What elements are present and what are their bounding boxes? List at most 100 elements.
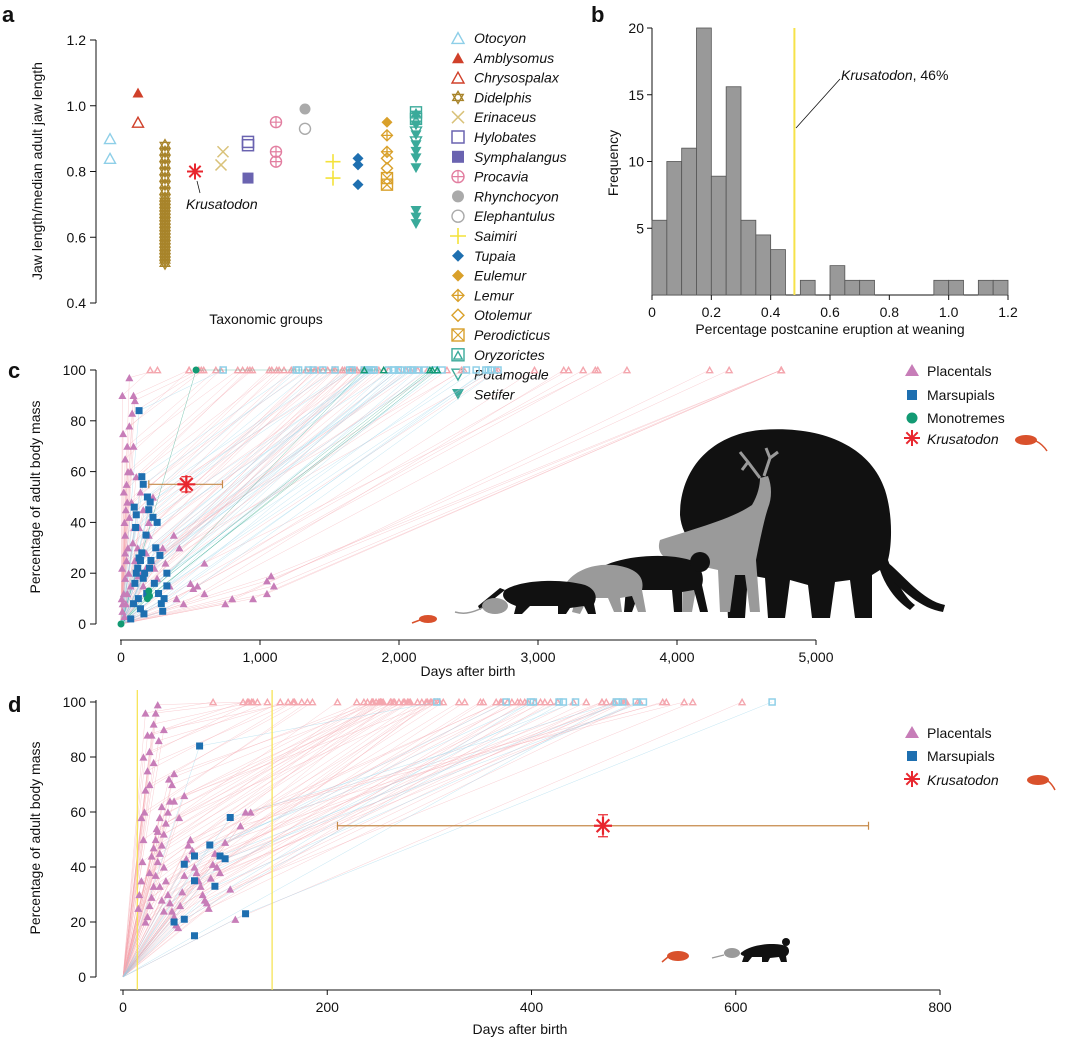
- panelC-placental-point: [172, 595, 181, 603]
- panelC-marsupial-point: [134, 595, 142, 603]
- panelD-growth-line: [225, 701, 644, 859]
- panelC-adult-point-shape: [494, 366, 502, 374]
- panelC-growth-line: [166, 369, 477, 574]
- legend-a-otocyon-marker-shape: [450, 31, 466, 45]
- panel-a-point-setifer-shape: [410, 153, 422, 164]
- panelC-growth-line: [134, 369, 375, 584]
- panelD-adult-point: [555, 698, 563, 706]
- panelD-placental-point: [176, 901, 185, 910]
- panelC-placental-point: [193, 582, 202, 590]
- panelD-growth-line: [169, 701, 497, 903]
- panelC-monotreme-point: [117, 620, 125, 628]
- panelC-growth-line: [127, 369, 217, 447]
- panelD-adult-point-shape: [639, 698, 648, 706]
- panelC-placental-point: [124, 569, 133, 577]
- panelD-adult-point: [421, 697, 431, 706]
- panelD-growth-line: [122, 864, 185, 978]
- panelD-adult-point-shape: [247, 697, 256, 706]
- panelD-placental-point: [208, 860, 217, 868]
- legend-a-otolemur-marker: [451, 308, 465, 323]
- panelC-placental-point: [120, 612, 129, 620]
- panelC-marsupial-point: [127, 615, 135, 623]
- panelD-adult-point: [679, 697, 689, 706]
- panelD-marsupial-point: [170, 918, 178, 926]
- panelD-growth-line: [245, 701, 667, 813]
- panel-a: a Jaw length/median adult jaw length Tax…: [2, 2, 567, 402]
- panelD-placental-point: [231, 915, 240, 923]
- panelC-growth-line: [159, 369, 435, 556]
- legend-a-symphalangus-marker-shape: [452, 150, 464, 163]
- panelD-growth-line: [122, 828, 157, 978]
- panel-a-point-lemur: [380, 145, 394, 159]
- panelD-adult-point: [526, 698, 535, 706]
- panel-b-bar: [770, 249, 786, 296]
- panel-d-xlabel: Days after birth: [473, 1021, 568, 1037]
- panel-b-bar: [977, 279, 994, 296]
- panelC-adult-point: [564, 365, 573, 374]
- panelC-adult-point-shape: [153, 365, 162, 374]
- panelD-growth-line: [184, 701, 564, 920]
- panelC-adult-point: [396, 366, 405, 374]
- panelD-growth-line: [122, 734, 148, 978]
- panelC-marsupial-point: [163, 582, 171, 590]
- panel-b-bar: [948, 279, 964, 296]
- panelD-growth-line: [159, 701, 444, 887]
- panel-b-xtick-label: 1.0: [939, 304, 959, 320]
- panelD-adult-point-shape: [413, 697, 422, 706]
- panelC-adult-point: [433, 365, 442, 374]
- panel-a-point-tupaia-shape: [352, 152, 364, 164]
- panel-a-point-otolemur-shape: [380, 151, 394, 165]
- panelD-adult-point-shape: [433, 698, 441, 706]
- panelD-placental-point: [186, 835, 195, 844]
- panelD-adult-point-shape: [308, 697, 317, 706]
- panelD-placental-point: [135, 890, 144, 899]
- panelC-xtick-label: 3,000: [520, 649, 555, 665]
- legend-a-didelphis-marker-shape: [451, 90, 465, 105]
- panel-a-point-hylobates-shape: [241, 138, 255, 152]
- legend-a-chrysospalax-marker: [450, 70, 466, 84]
- panelD-growth-line: [184, 701, 507, 865]
- panel-a-point-amblysomus: [132, 87, 144, 98]
- panelD-growth-line: [155, 701, 381, 840]
- legend-a-perodicticus-marker-shape-x: [451, 328, 465, 342]
- panelD-placental-point: [139, 835, 148, 844]
- panelC-growth-line: [129, 369, 204, 427]
- panelD-growth-line: [214, 701, 637, 887]
- panelC-placental-point: [144, 518, 153, 526]
- panelC-adult-point: [494, 366, 502, 374]
- panelD-placental-point: [145, 780, 154, 789]
- krusatodon-silhouette-icon: [411, 615, 437, 624]
- panelC-growth-line: [120, 377, 130, 625]
- panelC-marsupial-point: [160, 595, 168, 603]
- panelC-growth-line: [147, 369, 336, 498]
- panelD-marsupial-point: [221, 855, 229, 863]
- panelC-placental-point: [179, 600, 188, 608]
- panelD-placental-point: [141, 786, 150, 794]
- panel-a-point-otolemur-shape: [380, 161, 394, 175]
- panel-a-point-setifer-shape: [410, 140, 422, 151]
- panel-a-ytick-label: 0.6: [67, 229, 87, 245]
- panelC-placental-point: [169, 531, 178, 539]
- panelD-growth-line: [199, 701, 437, 747]
- panelD-growth-line: [161, 701, 465, 901]
- panelC-growth-line: [140, 369, 372, 561]
- panelD-growth-line: [122, 756, 144, 978]
- panel-a-krusatodon-point-stroke: [188, 165, 202, 178]
- panelD-xtick-label: 600: [724, 999, 748, 1015]
- panelD-adult-point-shape: [559, 698, 568, 706]
- panel-a-point-saimiri: [325, 154, 341, 170]
- panelD-adult-point: [632, 698, 641, 706]
- panelC-growth-line: [149, 369, 438, 597]
- panelD-growth-line: [167, 701, 395, 813]
- panelD-adult-point-shape: [290, 697, 299, 706]
- legend-a-eulemur-marker-shape: [452, 269, 464, 282]
- panelD-growth-line: [122, 872, 150, 978]
- legend-a-amblysomus-marker: [452, 52, 464, 64]
- panelC-growth-line: [204, 369, 628, 594]
- panelC-growth-line: [120, 585, 274, 625]
- panelD-placental-point: [178, 888, 187, 896]
- legend-a-elephantulus-label: Elephantulus: [474, 208, 555, 224]
- panelC-placental-point: [126, 468, 135, 476]
- panel-b-xtick-label: 0: [648, 304, 656, 320]
- panelC-growth-line: [137, 369, 370, 569]
